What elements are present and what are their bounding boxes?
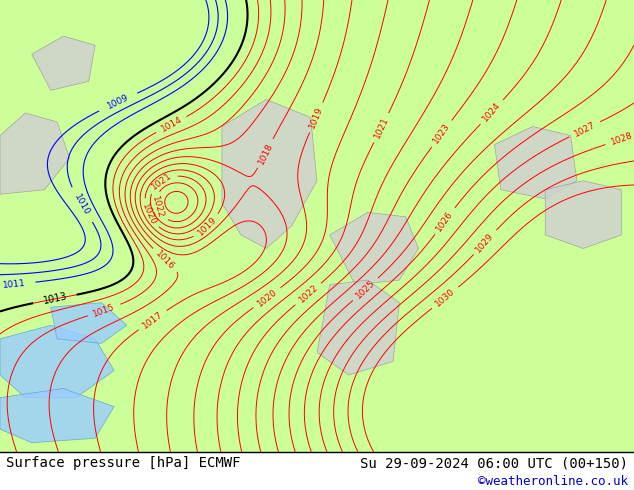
Text: 1019: 1019 <box>196 215 219 238</box>
Text: 1018: 1018 <box>256 141 275 166</box>
Text: 1009: 1009 <box>106 93 131 111</box>
Text: 1020: 1020 <box>139 202 157 226</box>
Text: 1014: 1014 <box>159 115 183 134</box>
Text: 1029: 1029 <box>474 231 496 254</box>
Text: Su 29-09-2024 06:00 UTC (00+150): Su 29-09-2024 06:00 UTC (00+150) <box>359 456 628 470</box>
Text: 1015: 1015 <box>92 302 117 318</box>
Text: 1013: 1013 <box>42 292 68 306</box>
Text: 1022: 1022 <box>150 195 165 220</box>
Text: 1022: 1022 <box>297 283 320 305</box>
Text: 1024: 1024 <box>481 100 503 123</box>
Text: 1028: 1028 <box>609 131 634 147</box>
Polygon shape <box>51 303 127 343</box>
Text: 1026: 1026 <box>435 209 455 233</box>
Polygon shape <box>495 126 577 199</box>
Polygon shape <box>0 325 114 397</box>
Text: 1011: 1011 <box>3 279 26 290</box>
Text: 1010: 1010 <box>72 193 91 217</box>
Text: 1016: 1016 <box>154 249 176 271</box>
Text: 1023: 1023 <box>432 122 452 146</box>
Polygon shape <box>317 280 399 375</box>
Text: 1021: 1021 <box>150 171 173 192</box>
Text: 1020: 1020 <box>255 287 279 308</box>
Polygon shape <box>330 212 418 285</box>
Text: 1030: 1030 <box>434 287 456 309</box>
Text: 1027: 1027 <box>573 120 597 139</box>
Polygon shape <box>0 389 114 443</box>
Text: 1017: 1017 <box>141 310 164 330</box>
Text: 1021: 1021 <box>372 116 391 140</box>
Polygon shape <box>222 99 317 248</box>
Polygon shape <box>0 113 70 194</box>
Text: Surface pressure [hPa] ECMWF: Surface pressure [hPa] ECMWF <box>6 456 241 470</box>
Polygon shape <box>545 181 621 248</box>
Text: 1019: 1019 <box>307 105 325 130</box>
Text: ©weatheronline.co.uk: ©weatheronline.co.uk <box>477 475 628 488</box>
Text: 1025: 1025 <box>354 278 377 300</box>
Polygon shape <box>32 36 95 90</box>
